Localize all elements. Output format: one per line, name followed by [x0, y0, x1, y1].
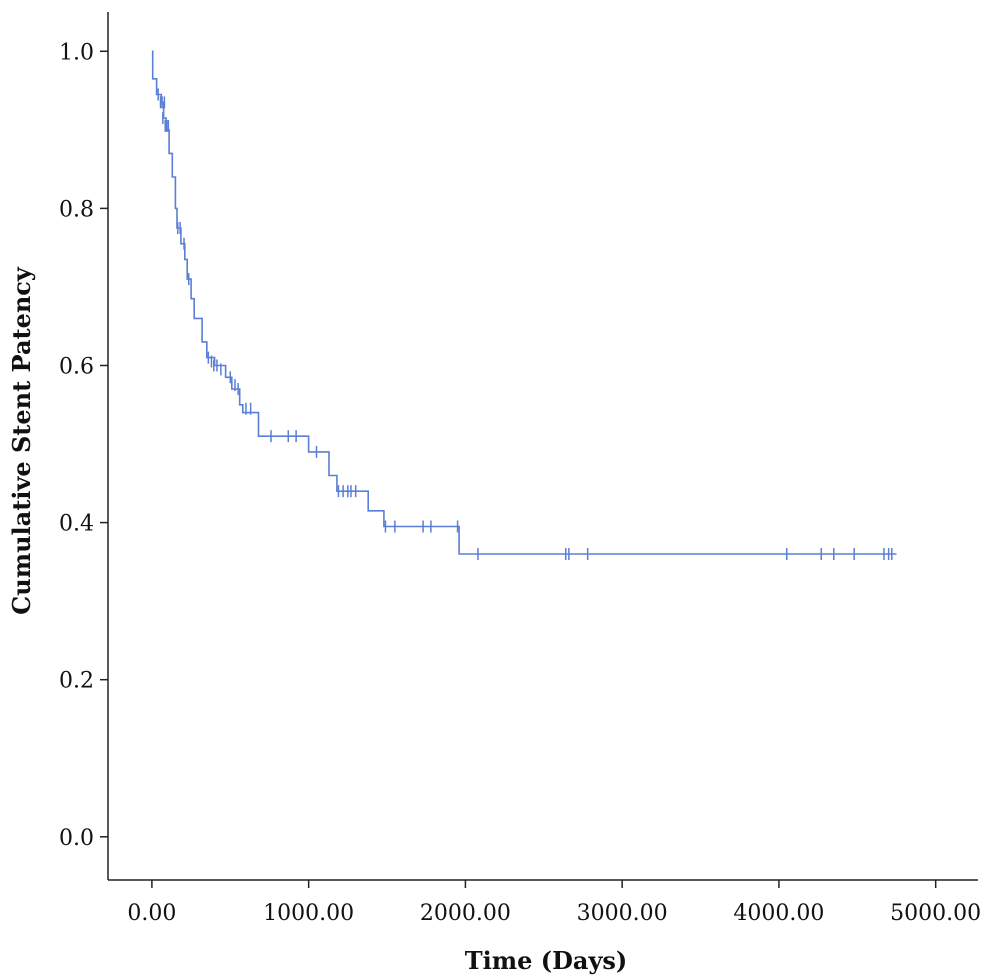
- censor-marks: [157, 88, 893, 561]
- y-tick-label: 0.8: [59, 197, 94, 222]
- y-tick-label: 0.2: [59, 669, 94, 694]
- y-tick-label: 0.4: [59, 512, 94, 537]
- x-tick-label: 3000.00: [577, 901, 668, 926]
- x-tick-label: 1000.00: [263, 901, 354, 926]
- survival-curve: [151, 50, 897, 555]
- x-tick-label: 5000.00: [890, 901, 981, 926]
- axis-ticks: [100, 50, 937, 888]
- chart-axes: [107, 12, 978, 881]
- x-tick-label: 0.00: [127, 901, 176, 926]
- y-tick-label: 0.6: [59, 354, 94, 379]
- x-tick-label: 2000.00: [420, 901, 511, 926]
- x-axis-title: Time (Days): [465, 946, 628, 975]
- y-axis-title: Cumulative Stent Patency: [7, 266, 36, 615]
- x-tick-label: 4000.00: [733, 901, 824, 926]
- y-tick-label: 1.0: [59, 40, 94, 65]
- y-tick-label: 0.0: [59, 826, 94, 851]
- axis-tick-labels: 0.00 1000.00 2000.00 3000.00 4000.00 5000.00 0…: [59, 40, 981, 926]
